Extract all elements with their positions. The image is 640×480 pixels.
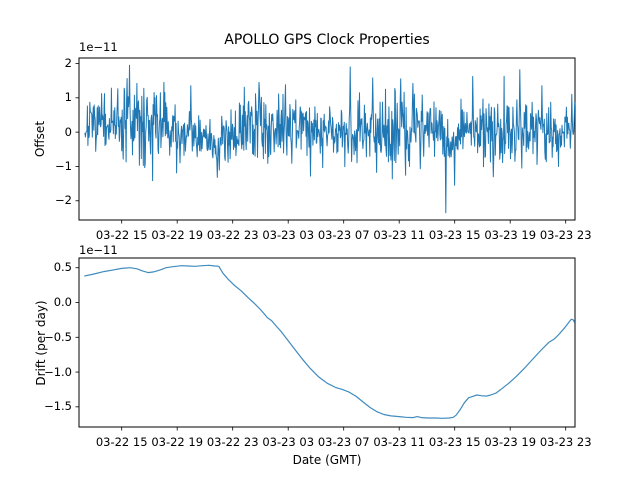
- x-tick-label: 03-23 23: [539, 228, 592, 242]
- offset-scale-label-top: 1e−11: [79, 40, 118, 54]
- x-tick-label: 03-23 23: [539, 435, 592, 449]
- x-tick-label: 03-23 03: [262, 228, 315, 242]
- x-axis-label: Date (GMT): [292, 453, 362, 467]
- y-tick-label: 0: [64, 124, 72, 139]
- x-tick-label: 03-23 19: [484, 228, 537, 242]
- y-tick-label: 2: [64, 55, 72, 70]
- x-tick-label: 03-23 15: [428, 435, 481, 449]
- x-tick-label: 03-22 15: [95, 228, 148, 242]
- x-tick-label: 03-23 11: [373, 228, 426, 242]
- offset-scale-label-bottom: 1e−11: [79, 243, 118, 257]
- y-tick-label: 0.5: [53, 260, 72, 275]
- y-tick-label: −2: [55, 193, 72, 208]
- x-tick-label: 03-23 07: [317, 228, 370, 242]
- top-axes-frame: [78, 57, 576, 221]
- offset-series-line: [84, 64, 576, 214]
- y-tick-label: −1.5: [44, 399, 72, 414]
- x-tick-label: 03-23 15: [428, 228, 481, 242]
- x-tick-label: 03-22 19: [151, 228, 204, 242]
- bottom-axes-frame: [78, 257, 576, 428]
- x-tick-label: 03-22 15: [95, 435, 148, 449]
- x-tick-label: 03-22 23: [206, 228, 259, 242]
- x-tick-label: 03-23 03: [262, 435, 315, 449]
- x-tick-label: 03-22 23: [206, 435, 259, 449]
- plot-title: APOLLO GPS Clock Properties: [224, 32, 430, 48]
- y-tick-label: 1: [64, 90, 72, 105]
- y-tick-label: −1: [55, 158, 72, 173]
- y-tick-label: 0.0: [53, 295, 72, 309]
- x-tick-label: 03-23 19: [484, 435, 537, 449]
- x-tick-label: 03-23 11: [373, 435, 426, 449]
- y-tick-label: −1.0: [44, 364, 72, 379]
- drift-series-line: [84, 264, 576, 419]
- x-tick-label: 03-23 07: [317, 435, 370, 449]
- y-tick-label: −0.5: [44, 329, 72, 344]
- x-tick-label: 03-22 19: [151, 435, 204, 449]
